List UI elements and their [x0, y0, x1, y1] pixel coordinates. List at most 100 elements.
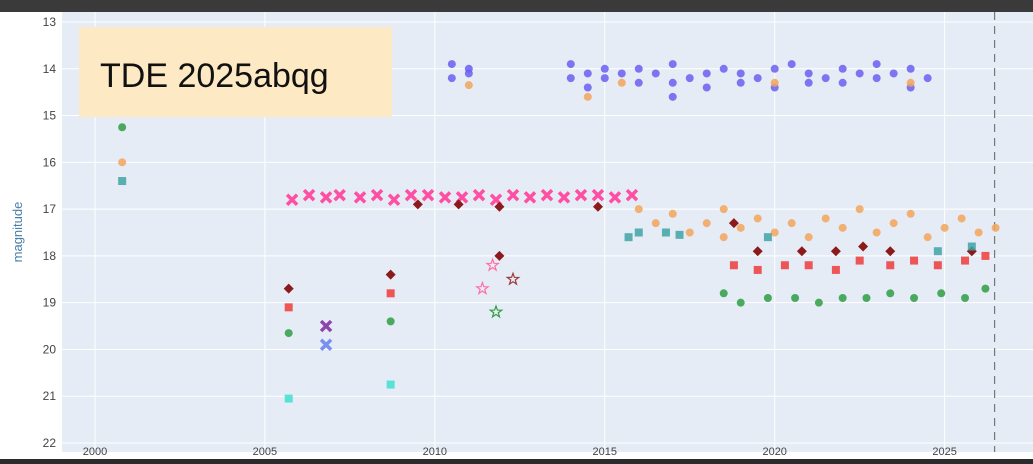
data-point [736, 223, 745, 232]
data-point [937, 289, 946, 298]
data-point [855, 256, 864, 265]
data-point [118, 177, 127, 186]
data-point [862, 293, 871, 302]
data-point [447, 74, 456, 83]
data-point [485, 257, 501, 272]
data-point [386, 289, 395, 298]
y-tick-label: 14 [43, 62, 57, 76]
data-point [770, 228, 779, 237]
data-point [763, 233, 772, 242]
y-tick-label: 17 [43, 202, 57, 216]
data-point [702, 219, 711, 228]
y-tick-label: 22 [43, 436, 57, 450]
data-point [787, 60, 796, 69]
data-point [668, 92, 677, 101]
data-point [634, 205, 643, 214]
data-point [804, 233, 813, 242]
y-tick-label: 15 [43, 109, 57, 123]
x-tick-label: 2000 [83, 446, 107, 458]
data-point [796, 246, 807, 257]
data-point [284, 394, 293, 403]
data-point [600, 74, 609, 83]
title-box [79, 27, 392, 117]
data-point [494, 250, 505, 261]
data-point [574, 188, 588, 202]
data-point [719, 233, 728, 242]
data-point [438, 191, 452, 204]
data-point [889, 219, 898, 228]
data-point [617, 78, 626, 87]
data-point [608, 191, 622, 204]
data-point [634, 64, 643, 73]
data-point [957, 214, 966, 223]
data-point [284, 303, 293, 312]
y-tick-label: 18 [43, 249, 57, 263]
data-point [872, 228, 881, 237]
data-point [780, 261, 789, 270]
data-point [472, 188, 486, 202]
data-point [804, 69, 813, 78]
data-point [453, 199, 464, 210]
data-point [814, 298, 823, 307]
data-point [488, 304, 504, 319]
data-point [625, 188, 639, 202]
data-point [753, 214, 762, 223]
chart-title: TDE 2025abqg [100, 57, 329, 95]
data-point [729, 261, 738, 270]
data-point [923, 233, 932, 242]
data-point [634, 228, 643, 237]
data-point [634, 78, 643, 87]
data-point [583, 92, 592, 101]
data-point [387, 193, 401, 206]
data-point [991, 223, 1000, 232]
data-point [736, 298, 745, 307]
data-point [557, 191, 571, 204]
data-point [386, 317, 395, 326]
data-point [668, 209, 677, 218]
data-point [319, 191, 333, 204]
data-point [719, 64, 728, 73]
data-point [685, 228, 694, 237]
x-tick-label: 2020 [762, 446, 786, 458]
x-tick-label: 2005 [253, 446, 277, 458]
data-point [961, 256, 970, 265]
y-tick-label: 21 [43, 389, 57, 403]
data-point [858, 241, 869, 252]
data-point [447, 60, 456, 69]
data-point [906, 78, 915, 87]
data-point [804, 261, 813, 270]
data-point [967, 242, 976, 251]
data-point [464, 81, 473, 90]
data-point [592, 201, 603, 212]
data-point [981, 251, 990, 260]
top-strip [0, 0, 1033, 12]
data-point [933, 261, 942, 270]
data-point [506, 188, 520, 202]
data-point [566, 60, 575, 69]
data-point [505, 271, 521, 286]
data-point [600, 64, 609, 73]
data-point [302, 188, 316, 202]
data-point [838, 293, 847, 302]
data-point [651, 219, 660, 228]
x-tick-label: 2010 [423, 446, 447, 458]
data-point [770, 64, 779, 73]
y-tick-label: 19 [43, 296, 57, 310]
data-point [974, 228, 983, 237]
x-tick-label: 2015 [593, 446, 617, 458]
data-point [668, 60, 677, 69]
data-point [838, 64, 847, 73]
data-point [353, 191, 367, 204]
data-point [583, 69, 592, 78]
data-point [370, 188, 384, 202]
data-point [787, 219, 796, 228]
data-point [118, 158, 127, 167]
marks [118, 60, 1000, 403]
data-point [752, 246, 763, 257]
data-point [753, 265, 762, 274]
data-point [421, 188, 435, 202]
data-point [685, 74, 694, 83]
data-point [617, 69, 626, 78]
data-point [838, 78, 847, 87]
